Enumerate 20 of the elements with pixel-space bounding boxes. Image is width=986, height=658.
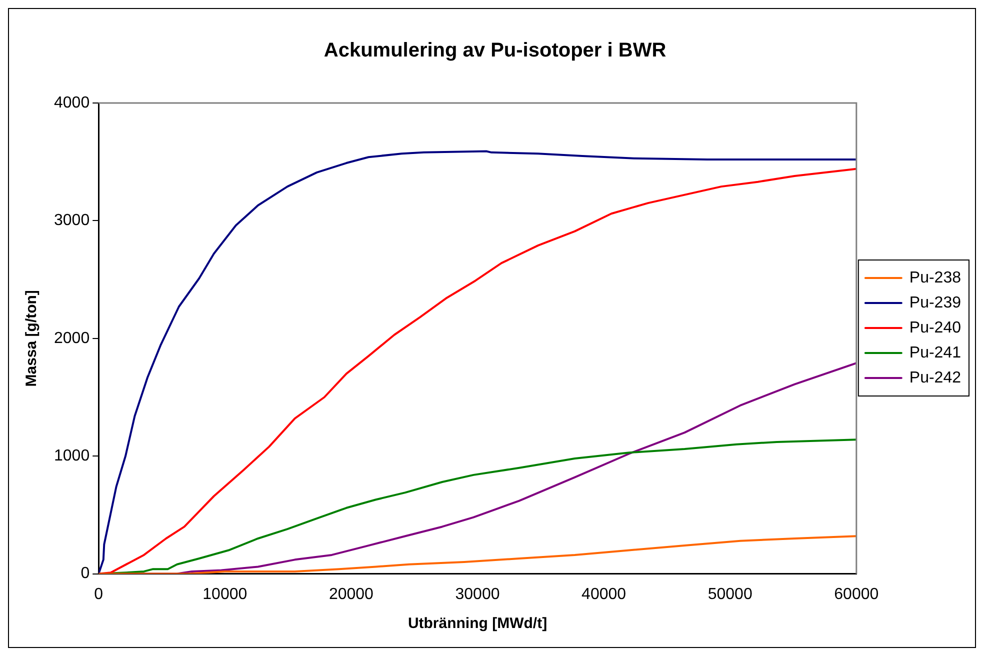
y-tick-label: 1000: [54, 448, 90, 465]
x-axis-title: Utbränning [MWd/t]: [408, 615, 548, 632]
x-tick-label: 0: [94, 586, 104, 603]
legend-label: Pu-242: [909, 369, 962, 386]
x-tick-label: 20000: [328, 586, 374, 603]
y-tick-label: 0: [80, 565, 90, 582]
y-tick-label: 4000: [54, 94, 90, 112]
x-tick-label: 10000: [202, 586, 248, 603]
y-tick-label: 2000: [54, 330, 90, 347]
y-axis-title: Massa [g/ton]: [23, 290, 40, 387]
legend-label: Pu-239: [909, 294, 962, 312]
chart-title: Ackumulering av Pu-isotoper i BWR: [324, 40, 667, 62]
legend-label: Pu-238: [909, 269, 962, 286]
x-tick-label: 30000: [455, 586, 500, 603]
y-tick-label: 3000: [54, 212, 90, 230]
x-tick-label: 60000: [834, 586, 879, 603]
legend-label: Pu-241: [909, 344, 962, 362]
legend-label: Pu-240: [909, 319, 962, 336]
x-tick-label: 50000: [708, 586, 752, 603]
x-tick-label: 40000: [582, 586, 626, 603]
